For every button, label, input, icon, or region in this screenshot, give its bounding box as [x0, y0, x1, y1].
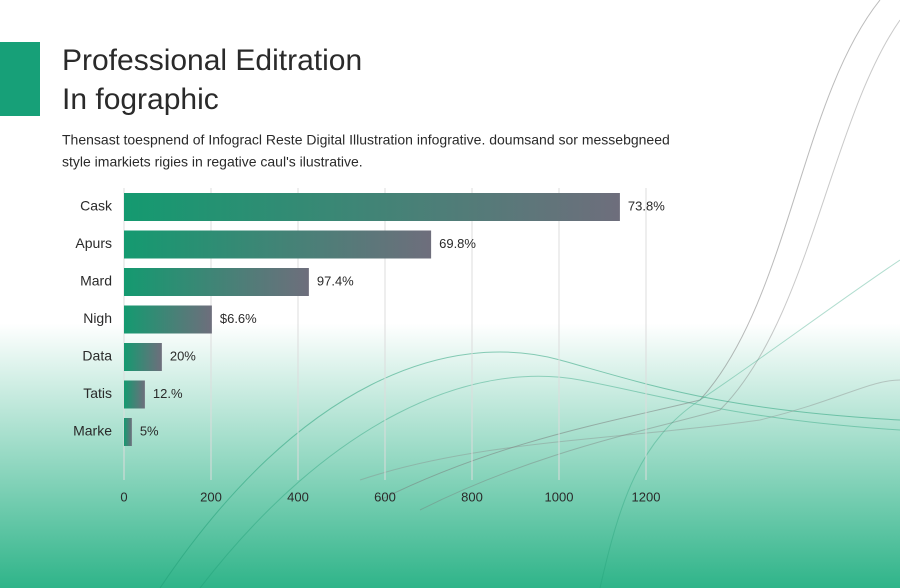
- mesh-decoration: [159, 0, 900, 588]
- bar-label: $6.6%: [220, 311, 257, 326]
- bar: [124, 230, 432, 259]
- bar: [124, 268, 309, 296]
- x-tick-label: 1000: [545, 489, 574, 504]
- category-label: Tatis: [83, 385, 112, 401]
- bar: [124, 418, 132, 446]
- subtitle: Thensast toespnend of Infogracl Reste Di…: [62, 132, 670, 148]
- category-label: Data: [82, 348, 112, 364]
- title: In fographic: [62, 83, 219, 116]
- category-label: Cask: [80, 198, 113, 214]
- category-label: Nigh: [83, 310, 112, 326]
- bar-label: 69.8%: [439, 236, 476, 251]
- x-tick-label: 600: [374, 489, 396, 504]
- bar: [124, 343, 162, 371]
- category-label: Apurs: [75, 235, 112, 251]
- subtitle: style imarkiets rigies in regative caul'…: [62, 154, 363, 170]
- bar-label: 20%: [170, 348, 196, 363]
- category-label: Marke: [73, 423, 112, 439]
- bar: [124, 380, 145, 409]
- bar-label: 73.8%: [628, 198, 665, 213]
- bar-label: 12.%: [153, 386, 183, 401]
- x-tick-label: 1200: [632, 489, 661, 504]
- bar: [124, 305, 212, 334]
- x-tick-label: 0: [120, 489, 127, 504]
- bar: [124, 193, 620, 221]
- x-tick-label: 200: [200, 489, 222, 504]
- x-tick-label: 800: [461, 489, 483, 504]
- title: Professional Editration: [62, 44, 362, 77]
- accent-block: [0, 42, 40, 116]
- category-label: Mard: [80, 273, 112, 289]
- x-tick-label: 400: [287, 489, 309, 504]
- bar-label: 5%: [140, 423, 159, 438]
- bar-label: 97.4%: [317, 273, 354, 288]
